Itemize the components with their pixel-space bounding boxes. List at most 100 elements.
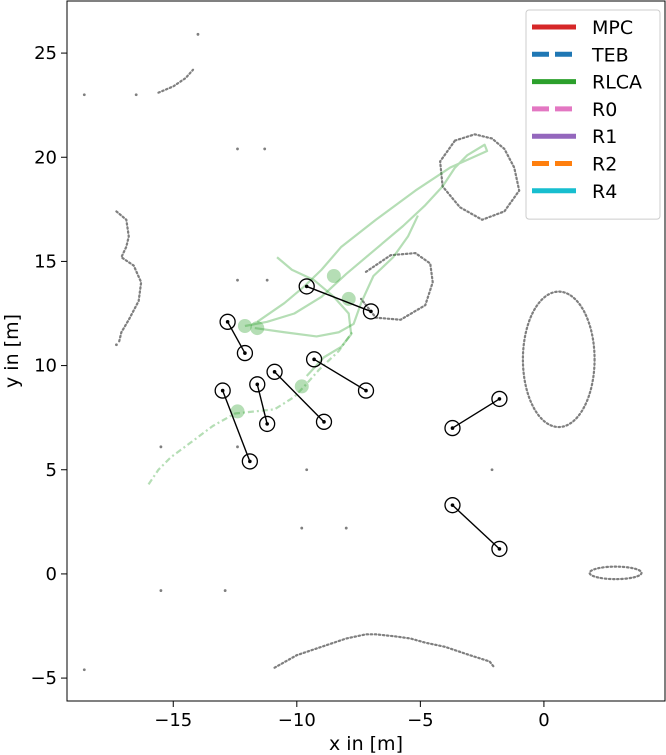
x-axis-label: x in [m] [329,733,403,755]
pedestrian-path [227,321,246,354]
static-obstacle-point-11 [223,589,227,592]
pedestrian-end-dot [322,420,326,424]
static-obstacle-point-1 [134,93,138,97]
pedestrian-start-marker [214,382,231,399]
x-tick-label: 0 [538,710,549,731]
pedestrian-start-marker [266,363,283,380]
legend-label-r4: R4 [592,181,617,203]
pedestrian-end-marker [357,382,375,399]
y-tick-label: 25 [34,43,57,64]
axis-ticks: −15 −10 −5 0 −5 0 5 10 15 20 25 [30,43,549,731]
rlca-trajectories [147,143,489,485]
pedestrian-end-marker [259,415,276,433]
static-obstacle-point-14 [344,526,348,530]
rlca-robot-marker-0 [237,319,252,333]
pedestrian-path [452,398,500,429]
legend-label-teb: TEB [591,44,629,66]
y-tick-label: 0 [46,564,57,585]
pedestrian-start-dot [304,284,309,289]
rlca-trajectory-1 [244,143,489,328]
pedestrian-end-marker [491,540,508,558]
static-obstacles [82,32,643,672]
pedestrian-layer [214,278,508,558]
pedestrian-start-dot [312,357,316,362]
y-tick-label: 20 [34,147,57,168]
rlca-trajectory-2 [254,215,419,338]
pedestrian-1 [249,376,276,433]
y-tick-label: 10 [34,356,57,377]
pedestrian-start-dot [450,426,455,430]
legend-label-rlca: RLCA [592,72,642,94]
rlca-robot-marker-3 [294,379,309,394]
pedestrian-start-dot [450,503,455,507]
static-obstacle-point-0 [82,93,86,97]
pedestrian-end-dot [497,397,502,401]
pedestrian-start-dot [255,382,260,387]
rlca-robot-marker-5 [326,269,341,283]
rlca-robot-marker-2 [341,291,356,306]
y-tick-label: 15 [34,251,57,272]
pedestrian-end-dot [364,388,368,393]
legend-label-mpc: MPC [592,17,633,39]
static-obstacle-6 [273,633,496,669]
pedestrian-start-marker [219,313,236,330]
static-obstacle-5 [588,565,643,581]
legend-label-r1: R1 [592,126,617,148]
rlca-trajectory-3 [276,256,353,377]
y-axis-label: y in [m] [1,314,23,388]
rlca-robot-marker-4 [230,404,245,419]
rlca-trajectory-0 [147,329,355,485]
pedestrian-path [306,285,372,313]
static-obstacle-point-4 [263,147,267,151]
pedestrian-path [256,384,268,425]
pedestrian-end-dot [248,459,252,464]
pedestrian-end-marker [362,303,380,320]
static-obstacle-4 [521,290,596,429]
pedestrian-start-dot [220,388,225,393]
static-obstacle-point-7 [115,343,118,347]
pedestrian-end-marker [491,390,508,408]
pedestrian-end-marker [315,413,333,430]
x-tick-label: −5 [407,710,434,731]
pedestrian-end-dot [369,309,373,314]
static-obstacle-3 [359,251,434,321]
x-tick-label: −15 [154,710,192,731]
pedestrian-3 [266,363,333,430]
pedestrian-4 [305,351,375,399]
legend-label-r0: R0 [592,99,617,121]
static-obstacle-point-13 [300,526,304,530]
plot-area-frame [66,0,666,702]
static-obstacle-point-9 [236,445,239,449]
pedestrian-2 [219,313,254,362]
pedestrian-7 [444,497,508,558]
pedestrian-6 [444,390,508,437]
legend: MPC TEB RLCA R0 R1 R2 R4 [525,9,661,220]
static-obstacle-0 [157,68,195,94]
static-obstacle-point-3 [236,147,239,151]
pedestrian-start-marker [444,497,461,514]
static-obstacle-point-5 [236,278,239,282]
static-obstacle-point-15 [305,468,309,472]
static-obstacle-point-2 [196,32,200,36]
pedestrian-path [274,371,325,423]
pedestrian-start-dot [225,320,230,324]
static-obstacle-point-8 [159,445,163,449]
static-obstacle-point-6 [265,278,269,282]
legend-box [525,9,661,220]
pedestrian-end-dot [497,547,502,551]
static-obstacle-1 [115,210,143,344]
rlca-robot-marker-1 [250,321,265,336]
pedestrian-path [313,358,367,392]
pedestrian-start-marker [305,351,323,368]
pedestrian-start-marker [444,419,461,437]
pedestrian-path [222,390,251,462]
legend-label-r2: R2 [592,154,617,176]
pedestrian-5 [298,278,380,320]
pedestrian-start-marker [249,376,266,393]
pedestrian-path [452,504,500,550]
static-obstacle-point-10 [159,589,163,592]
pedestrian-0 [214,382,259,470]
pedestrian-end-dot [265,422,269,426]
pedestrian-start-dot [272,370,277,374]
